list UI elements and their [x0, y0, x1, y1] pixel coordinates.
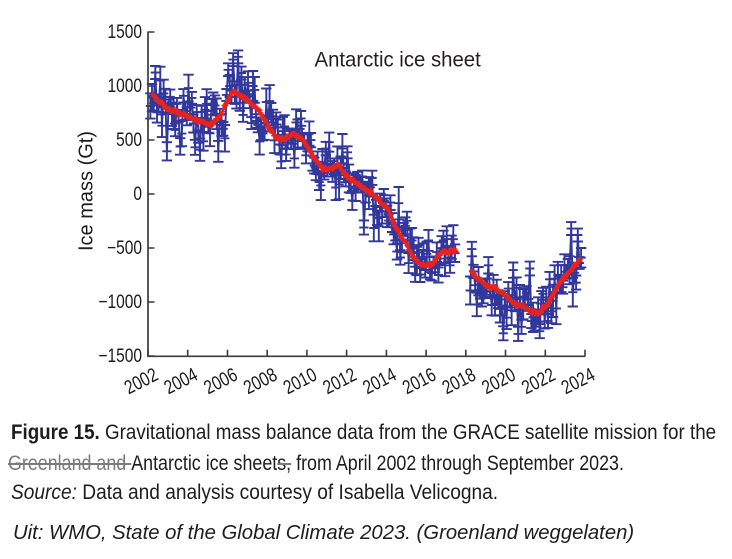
svg-text:500: 500 — [116, 128, 142, 150]
svg-text:Ice mass (Gt): Ice mass (Gt) — [76, 131, 98, 251]
svg-text:−1500: −1500 — [98, 344, 142, 366]
svg-text:1500: 1500 — [108, 20, 143, 42]
svg-text:−500: −500 — [107, 236, 142, 258]
svg-text:−1000: −1000 — [98, 290, 142, 312]
svg-text:0: 0 — [133, 182, 142, 204]
svg-text:Antarctic ice sheet: Antarctic ice sheet — [315, 48, 481, 72]
svg-text:1000: 1000 — [108, 74, 143, 96]
